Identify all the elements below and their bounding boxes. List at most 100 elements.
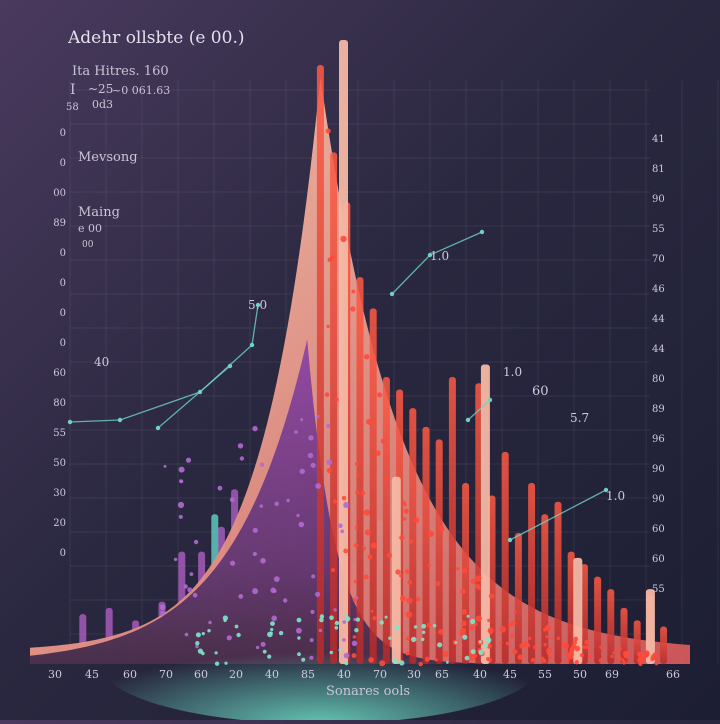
dot — [446, 661, 449, 664]
dot — [437, 642, 443, 648]
bar — [541, 514, 549, 664]
y-tick-label-left: 20 — [53, 518, 66, 529]
y-tick-label-right: 90 — [652, 464, 665, 475]
dot — [252, 527, 258, 533]
dot — [252, 588, 259, 595]
callout-line — [509, 489, 607, 541]
dot — [332, 499, 338, 504]
y-tick-label-right: 90 — [652, 194, 665, 205]
dot — [621, 660, 627, 665]
dot — [405, 651, 410, 656]
dot — [363, 574, 369, 580]
dot — [612, 651, 616, 655]
x-tick-label: 69 — [605, 668, 619, 681]
annotation-label: ~0 061.63 — [112, 84, 171, 97]
bar — [475, 383, 483, 664]
dot — [426, 622, 432, 628]
dot — [187, 587, 193, 593]
dot — [400, 595, 405, 600]
dot — [644, 651, 649, 656]
dot — [364, 529, 371, 536]
dot — [319, 614, 325, 619]
bar — [330, 152, 338, 664]
annotation-label: I — [70, 82, 76, 98]
callout-label: 1.0 — [430, 249, 449, 263]
dot — [456, 567, 460, 571]
callout-dot — [227, 363, 233, 369]
dot — [421, 637, 425, 642]
y-tick-label-left: 0 — [60, 248, 66, 259]
dot — [354, 526, 359, 530]
callout-label: 60 — [532, 384, 549, 399]
dot — [326, 467, 332, 474]
dot — [380, 438, 386, 444]
dot — [207, 629, 211, 633]
dot — [177, 501, 185, 509]
dot — [413, 625, 418, 629]
dot — [510, 620, 516, 626]
dot — [375, 450, 381, 457]
y-tick-label-right: 89 — [652, 404, 665, 415]
dot — [469, 653, 476, 661]
dot — [413, 517, 420, 524]
dot — [637, 657, 644, 664]
dot — [238, 594, 244, 599]
dot — [260, 641, 266, 647]
dot — [526, 643, 531, 648]
dot — [355, 617, 360, 622]
bar — [435, 439, 443, 664]
dot — [338, 648, 342, 652]
y-tick-label-left: 50 — [53, 458, 66, 469]
dot — [475, 615, 482, 622]
dot — [273, 589, 277, 593]
dot — [545, 624, 552, 631]
dot — [399, 660, 405, 666]
y-tick-label-left: 00 — [53, 188, 66, 199]
dot — [259, 462, 265, 467]
dot — [485, 637, 492, 643]
callout-label: 1.0 — [606, 489, 625, 503]
callout-dot — [487, 397, 493, 403]
dot — [308, 435, 314, 441]
y-tick-label-right: 90 — [652, 494, 665, 505]
dot — [309, 638, 314, 643]
dot — [178, 466, 185, 473]
annotation-label: Ita Hitres. 160 — [72, 64, 169, 79]
dot — [311, 574, 316, 579]
dot — [598, 658, 604, 663]
bar — [369, 308, 377, 664]
dot — [477, 586, 481, 590]
dot — [192, 592, 198, 598]
dot — [517, 654, 523, 660]
dot — [310, 609, 315, 615]
dot — [310, 462, 316, 468]
dot — [610, 654, 614, 658]
dot — [442, 650, 449, 658]
dot — [399, 574, 403, 578]
dot — [505, 641, 510, 646]
gridlines — [69, 80, 719, 664]
dot — [427, 563, 431, 568]
dot — [298, 521, 305, 528]
callout-line — [467, 399, 491, 421]
bar — [488, 495, 496, 664]
dot — [579, 653, 585, 658]
dot — [356, 473, 360, 477]
bar — [660, 626, 668, 664]
callout-dot — [255, 302, 261, 308]
dot — [409, 539, 414, 544]
dot — [533, 645, 538, 650]
dot — [278, 630, 284, 636]
dot — [214, 661, 220, 666]
x-tick-label: 70 — [159, 668, 173, 681]
dot — [622, 650, 630, 657]
dot — [573, 636, 579, 642]
dot — [267, 631, 273, 638]
dot — [461, 609, 468, 615]
dot — [338, 523, 343, 528]
dot — [462, 568, 468, 574]
y-tick-label-right: 60 — [652, 554, 665, 565]
dot — [438, 526, 445, 532]
dot — [470, 649, 476, 655]
